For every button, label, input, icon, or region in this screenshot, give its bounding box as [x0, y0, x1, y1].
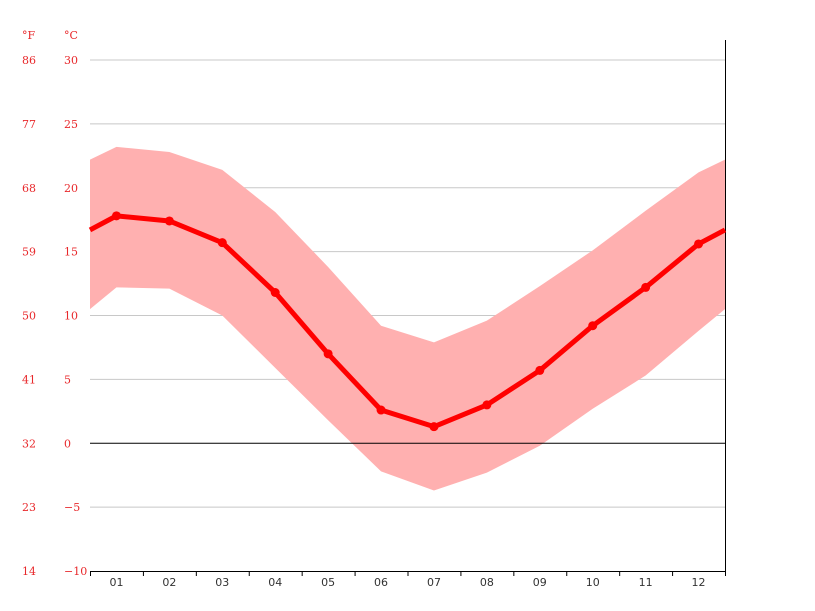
- data-point-06: [376, 405, 386, 415]
- y-tick-celsius: 25: [64, 118, 78, 131]
- mean-line-path: [88, 213, 727, 430]
- y-tick-celsius: 5: [64, 373, 71, 386]
- x-tick-label: 02: [162, 576, 176, 589]
- celsius-unit-label: °C: [64, 29, 78, 42]
- y-tick-celsius: −5: [64, 501, 80, 514]
- data-point-01: [111, 211, 121, 221]
- y-tick-celsius: −10: [64, 565, 87, 578]
- x-tick-label: 07: [427, 576, 441, 589]
- x-axis-labels: 01 02 03 04 05 06 07 08 09 10 11 12: [109, 576, 705, 589]
- x-tick-label: 05: [321, 576, 335, 589]
- data-point-09: [535, 365, 545, 375]
- x-tick-label: 08: [480, 576, 494, 589]
- x-tick-label: 03: [215, 576, 229, 589]
- x-tick-label: 06: [374, 576, 388, 589]
- temperature-range-band: [90, 146, 725, 491]
- y-tick-fahrenheit: 50: [22, 310, 36, 323]
- y-tick-fahrenheit: 32: [22, 437, 36, 450]
- data-point-11: [641, 282, 651, 292]
- y-tick-celsius: 30: [64, 54, 78, 67]
- y-tick-fahrenheit: 86: [22, 54, 36, 67]
- data-point-07: [429, 422, 439, 432]
- y-tick-celsius: 15: [64, 246, 78, 259]
- data-point-02: [164, 216, 174, 226]
- y-tick-celsius: 20: [64, 182, 78, 195]
- data-point-04: [270, 288, 280, 298]
- fahrenheit-unit-label: °F: [22, 29, 36, 42]
- min-max-range-area: [90, 146, 725, 491]
- mean-temperature-line: [88, 211, 727, 432]
- y-tick-celsius: 0: [64, 437, 71, 450]
- y-tick-fahrenheit: 14: [22, 565, 36, 578]
- y-tick-fahrenheit: 41: [22, 373, 36, 386]
- x-tick-label: 12: [692, 576, 706, 589]
- x-tick-label: 01: [109, 576, 123, 589]
- y-tick-celsius: 10: [64, 310, 78, 323]
- x-tick-label: 10: [586, 576, 600, 589]
- x-tick-label: 09: [533, 576, 547, 589]
- data-point-05: [323, 349, 333, 359]
- x-tick-label: 11: [639, 576, 653, 589]
- y-tick-fahrenheit: 68: [22, 182, 36, 195]
- axes: [90, 40, 726, 576]
- y-tick-fahrenheit: 23: [22, 501, 36, 514]
- data-point-03: [217, 238, 227, 248]
- y-axis-labels: °F °C 86 30 77 25 68 20 59 15 50 10 41 5 32 0 23 −5 14 −1…: [22, 29, 87, 578]
- data-point-08: [482, 400, 492, 410]
- data-point-10: [588, 321, 598, 331]
- y-tick-fahrenheit: 59: [22, 246, 36, 259]
- x-tick-label: 04: [268, 576, 282, 589]
- data-point-12: [694, 239, 704, 249]
- y-tick-fahrenheit: 77: [22, 118, 36, 131]
